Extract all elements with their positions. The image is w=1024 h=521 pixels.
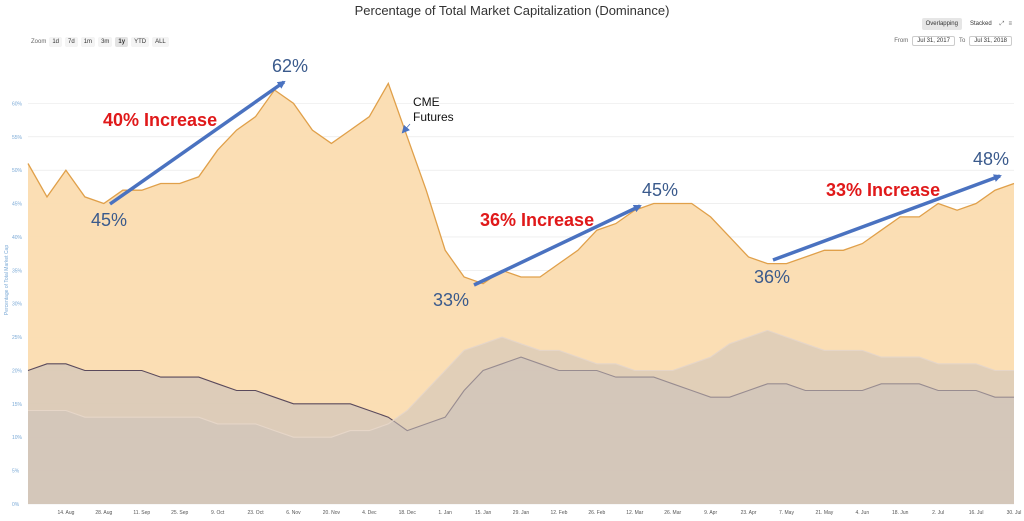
- y-tick-label: 20%: [12, 368, 23, 374]
- x-tick-label: 26. Mar: [664, 510, 681, 516]
- x-tick-label: 16. Jul: [969, 510, 984, 516]
- y-tick-label: 60%: [12, 101, 23, 107]
- menu-icon[interactable]: ≡: [1008, 21, 1012, 27]
- x-tick-label: 11. Sep: [133, 510, 150, 516]
- y-axis-title: Percentage of Total Market Cap: [4, 245, 10, 315]
- date-range: From Jul 31, 2017 To Jul 31, 2018: [894, 36, 1012, 46]
- increase-arrow-2: [473, 204, 642, 287]
- pct-label-33: 33%: [433, 290, 469, 310]
- x-tick-label: 12. Mar: [626, 510, 643, 516]
- zoom-selector: Zoom 1d 7d 1m 3m 1y YTD ALL: [31, 37, 169, 47]
- y-axis-tick-labels: 0% 5% 10% 15% 20% 25% 30% 35% 40% 45% 50% 55% 60%: [12, 101, 23, 508]
- zoom-1y-button[interactable]: 1y: [115, 37, 129, 47]
- y-tick-label: 25%: [12, 335, 23, 341]
- to-label: To: [958, 38, 966, 44]
- chart-title: Percentage of Total Market Capitalizatio…: [354, 3, 670, 18]
- x-tick-label: 14. Aug: [57, 510, 74, 516]
- stacked-button[interactable]: Stacked: [969, 21, 992, 27]
- x-tick-label: 18. Dec: [399, 510, 417, 516]
- x-tick-label: 25. Sep: [171, 510, 188, 516]
- to-date-input[interactable]: Jul 31, 2018: [969, 36, 1012, 46]
- x-tick-label: 4. Jun: [855, 510, 869, 516]
- y-tick-label: 0%: [12, 502, 20, 508]
- zoom-3m-button[interactable]: 3m: [98, 37, 113, 47]
- x-tick-label: 28. Aug: [95, 510, 112, 516]
- x-tick-label: 21. May: [815, 510, 833, 516]
- x-tick-label: 7. May: [779, 510, 795, 516]
- zoom-7d-button[interactable]: 7d: [65, 37, 78, 47]
- y-tick-label: 50%: [12, 168, 23, 174]
- x-tick-label: 1. Jan: [438, 510, 452, 516]
- x-tick-label: 23. Oct: [247, 510, 264, 516]
- increase-arrow-1: [108, 80, 286, 206]
- x-tick-label: 9. Apr: [704, 510, 717, 516]
- x-tick-label: 15. Jan: [475, 510, 492, 516]
- pct-label-45-start: 45%: [91, 210, 127, 230]
- x-tick-label: 9. Oct: [211, 510, 225, 516]
- annotations: 62% 45% 40% Increase 33% 45% 36% Increase 36% 4…: [91, 56, 1009, 310]
- cme-pointer-arrow: [401, 123, 411, 134]
- x-tick-label: 18. Jun: [892, 510, 909, 516]
- y-tick-label: 15%: [12, 402, 23, 408]
- x-tick-label: 20. Nov: [323, 510, 341, 516]
- increase-label-33: 33% Increase: [826, 180, 940, 200]
- cme-label-line2: Futures: [413, 110, 454, 124]
- y-tick-label: 35%: [12, 268, 23, 274]
- series-area-3-line: [28, 329, 1014, 438]
- zoom-ytd-button[interactable]: YTD: [131, 37, 150, 47]
- y-tick-label: 55%: [12, 135, 23, 141]
- y-tick-label: 10%: [12, 435, 23, 441]
- y-tick-label: 30%: [12, 302, 23, 308]
- zoom-1d-button[interactable]: 1d: [49, 37, 63, 47]
- pct-label-45: 45%: [642, 180, 678, 200]
- increase-arrow-3: [772, 174, 1002, 262]
- y-tick-label: 40%: [12, 235, 23, 241]
- series-area-3: [28, 330, 1014, 504]
- view-toggle: Overlapping Stacked ⤢ ≡: [921, 18, 1012, 30]
- x-tick-label: 26. Feb: [588, 510, 605, 516]
- x-tick-label: 30. Jul: [1007, 510, 1022, 516]
- zoom-label: Zoom: [31, 39, 47, 45]
- fullscreen-icon[interactable]: ⤢: [999, 20, 1005, 27]
- zoom-all-button[interactable]: ALL: [152, 37, 169, 47]
- pct-label-36: 36%: [754, 267, 790, 287]
- x-tick-label: 29. Jan: [513, 510, 530, 516]
- overlapping-button[interactable]: Overlapping: [921, 18, 962, 30]
- x-tick-label: 2. Jul: [932, 510, 944, 516]
- x-axis-tick-labels: 14. Aug 28. Aug 11. Sep 25. Sep 9. Oct 23. Oc…: [57, 510, 1021, 516]
- y-tick-label: 45%: [12, 202, 23, 208]
- series-area-1-line: [27, 81, 1015, 285]
- pct-label-62: 62%: [272, 56, 308, 76]
- from-label: From: [894, 38, 909, 44]
- increase-label-36: 36% Increase: [480, 210, 594, 230]
- pct-label-48: 48%: [973, 149, 1009, 169]
- from-date-input[interactable]: Jul 31, 2017: [912, 36, 955, 46]
- y-tick-label: 5%: [12, 469, 20, 475]
- x-tick-label: 12. Feb: [550, 510, 567, 516]
- x-tick-label: 23. Apr: [741, 510, 757, 516]
- cme-label-line1: CME: [413, 95, 440, 109]
- zoom-1m-button[interactable]: 1m: [80, 37, 96, 47]
- series-areas: [27, 81, 1015, 505]
- x-tick-label: 6. Nov: [286, 510, 301, 516]
- x-tick-label: 4. Dec: [362, 510, 377, 516]
- increase-label-40: 40% Increase: [103, 110, 217, 130]
